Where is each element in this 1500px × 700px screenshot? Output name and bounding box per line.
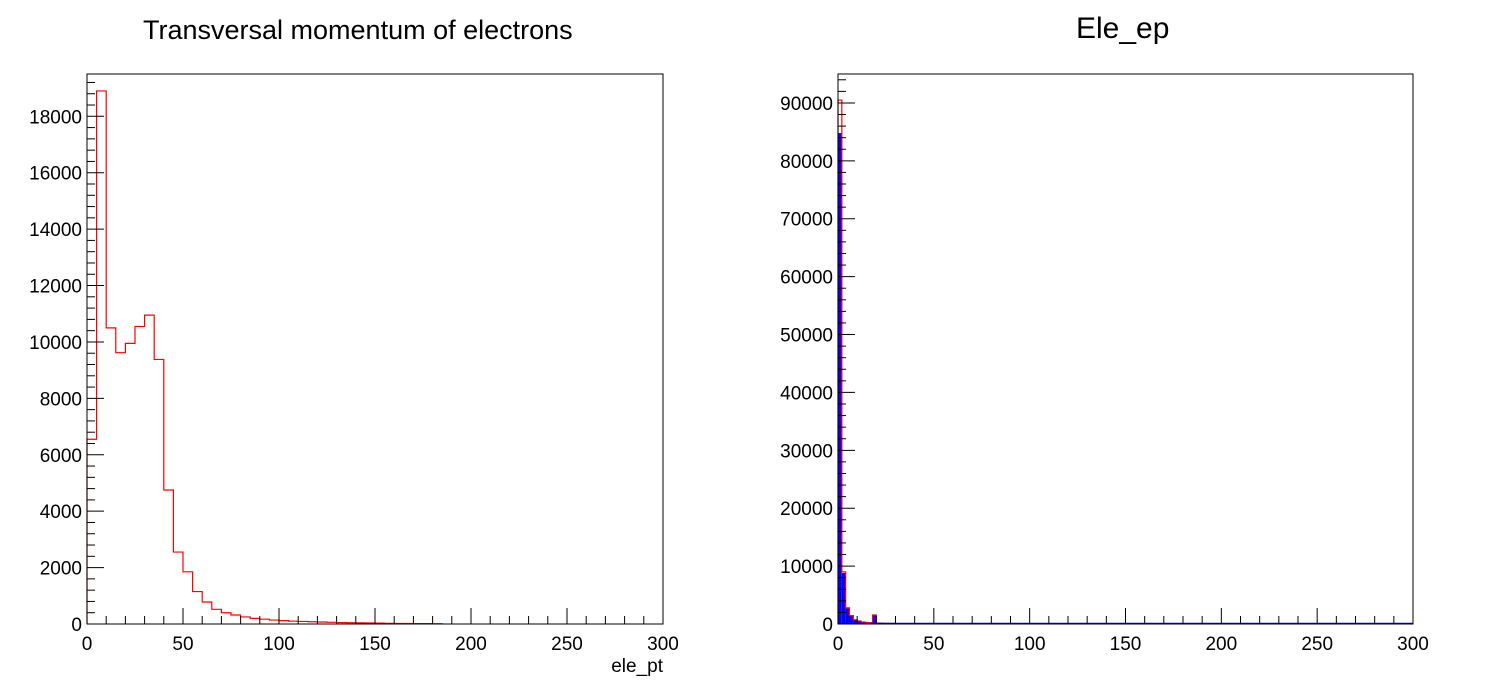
x-tick-label: 50 — [923, 634, 944, 655]
x-tick-label: 200 — [1205, 634, 1237, 655]
x-tick-label: 100 — [263, 634, 295, 655]
x-tick-label: 50 — [172, 634, 193, 655]
x-tick-label: 100 — [1014, 634, 1046, 655]
y-tick-label: 70000 — [780, 210, 833, 231]
x-tick-label: 150 — [359, 634, 391, 655]
y-tick-label: 6000 — [40, 446, 82, 467]
y-tick-label: 90000 — [780, 94, 833, 115]
x-tick-label: 150 — [1110, 634, 1142, 655]
x-tick-label: 250 — [551, 634, 583, 655]
histogram-bar — [872, 615, 877, 624]
y-tick-label: 20000 — [780, 499, 833, 520]
x-tick-label: 300 — [1397, 634, 1429, 655]
chart-title-left: Transversal momentum of electrons — [143, 15, 573, 45]
y-tick-label: 50000 — [780, 326, 833, 347]
y-tick-label: 18000 — [29, 107, 82, 128]
x-tick-label: 0 — [833, 634, 844, 655]
y-tick-label: 14000 — [29, 220, 82, 241]
y-tick-label: 0 — [71, 615, 82, 636]
y-tick-label: 16000 — [29, 164, 82, 185]
x-tick-label: 0 — [82, 634, 93, 655]
x-tick-label: 300 — [647, 634, 679, 655]
y-tick-label: 30000 — [780, 441, 833, 462]
y-tick-label: 80000 — [780, 152, 833, 173]
histogram-panel-ep: 0 50 100 150 200 250 300 0 10000 20000 30000 40000 5… — [780, 73, 1429, 655]
y-tick-label: 12000 — [29, 277, 82, 298]
plot-frame — [837, 73, 1414, 625]
y-tick-label: 8000 — [40, 389, 82, 410]
y-tick-label: 10000 — [780, 557, 833, 578]
x-axis-label: ele_pt — [611, 656, 663, 677]
x-tick-label: 250 — [1301, 634, 1333, 655]
y-tick-label: 60000 — [780, 268, 833, 289]
y-tick-label: 4000 — [40, 502, 82, 523]
histogram-bar — [838, 133, 842, 625]
histogram-bar — [853, 619, 858, 624]
chart-title-right: Ele_ep — [1076, 12, 1170, 45]
histogram-bar — [845, 608, 850, 624]
histogram-bar — [857, 621, 861, 624]
y-tick-label: 2000 — [40, 559, 82, 580]
histogram-bar — [841, 573, 846, 624]
y-tick-label: 40000 — [780, 383, 833, 404]
y-tick-label: 10000 — [29, 333, 82, 354]
histogram-outline — [837, 99, 897, 625]
histogram-outline — [86, 90, 443, 625]
histogram-panel-pt: 0 50 100 150 200 250 300 0 2000 4000 6000 8000 10000… — [29, 73, 679, 677]
y-tick-label: 0 — [822, 615, 833, 636]
histogram-bar — [849, 615, 854, 624]
x-tick-label: 200 — [455, 634, 487, 655]
